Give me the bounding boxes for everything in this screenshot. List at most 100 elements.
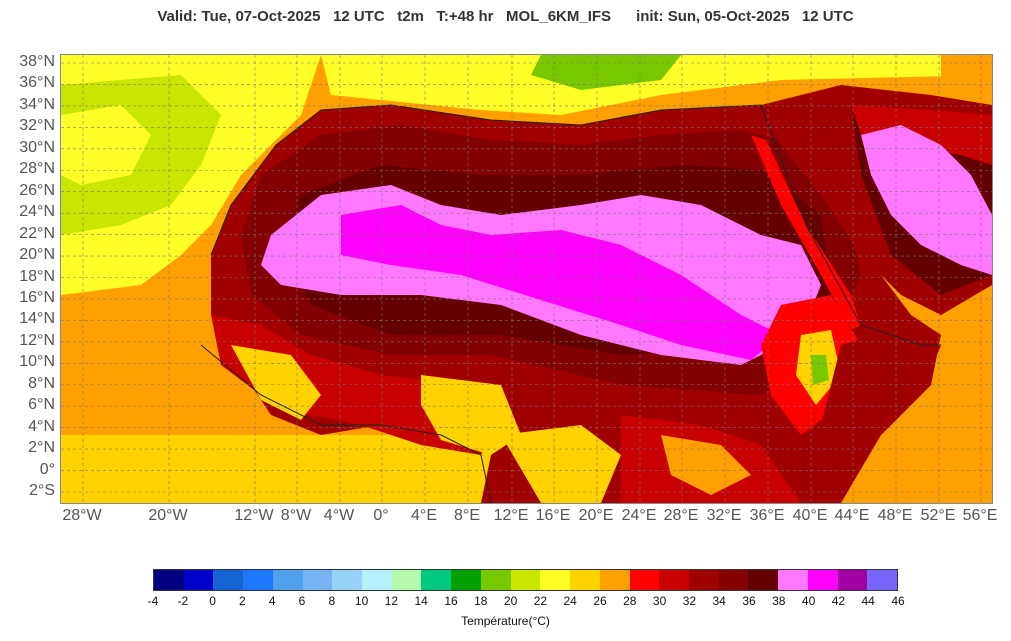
lon-label: 56°E bbox=[962, 507, 998, 524]
lat-label: 26°N bbox=[19, 181, 55, 199]
colorbar-tick-label: 14 bbox=[414, 594, 428, 608]
colorbar-tick-label: 6 bbox=[298, 594, 306, 608]
colorbar-tick-label: 36 bbox=[742, 594, 756, 608]
temperature-colorbar bbox=[153, 569, 898, 591]
lat-label: 20°N bbox=[19, 246, 55, 264]
lon-label: 28°W bbox=[62, 507, 102, 524]
lon-label: 8°E bbox=[454, 507, 480, 524]
colorbar-swatch bbox=[332, 570, 363, 590]
colorbar-swatch bbox=[629, 570, 660, 590]
colorbar-swatch bbox=[451, 570, 481, 590]
colorbar-swatch bbox=[154, 570, 184, 590]
colorbar-tick-label: 0 bbox=[209, 594, 216, 608]
lat-label: 8°N bbox=[28, 374, 55, 392]
colorbar-tick-label: 46 bbox=[891, 594, 905, 608]
lon-label: 52°E bbox=[920, 507, 956, 524]
colorbar-label: Température(°C) bbox=[461, 614, 550, 628]
lat-label: 32°N bbox=[19, 117, 55, 135]
lat-label: 22°N bbox=[19, 224, 55, 242]
colorbar-swatch bbox=[243, 570, 273, 590]
colorbar-swatch bbox=[807, 570, 838, 590]
colorbar-swatch bbox=[688, 570, 719, 590]
lat-label: 10°N bbox=[19, 353, 55, 371]
colorbar-tick-label: 26 bbox=[593, 594, 607, 608]
lon-label: 12°W bbox=[234, 507, 274, 524]
lon-label: 40°E bbox=[792, 507, 828, 524]
colorbar-swatch bbox=[570, 570, 600, 590]
colorbar-swatch bbox=[867, 570, 897, 590]
colorbar-swatch bbox=[183, 570, 214, 590]
temperature-map[interactable] bbox=[60, 54, 993, 504]
colorbar-swatch bbox=[391, 570, 422, 590]
colorbar-swatch bbox=[540, 570, 571, 590]
colorbar-tick-label: 44 bbox=[861, 594, 875, 608]
lat-label: 38°N bbox=[19, 53, 55, 70]
colorbar-swatch bbox=[510, 570, 541, 590]
lat-label: 0° bbox=[39, 460, 55, 478]
colorbar-tick-label: 4 bbox=[268, 594, 276, 608]
lon-label: 20°E bbox=[578, 507, 614, 524]
colorbar-tick-label: 8 bbox=[328, 594, 336, 608]
lat-label: 2°S bbox=[29, 482, 55, 499]
colorbar-swatch bbox=[718, 570, 749, 590]
model-name: MOL_6KM_IFS bbox=[506, 8, 612, 25]
forecast-step: T:+48 hr bbox=[436, 8, 494, 25]
colorbar-swatch bbox=[748, 570, 779, 590]
lon-label: 28°E bbox=[663, 507, 699, 524]
valid-time: Valid: Tue, 07-Oct-2025 12 UTC bbox=[157, 8, 385, 25]
lat-label: 2°N bbox=[28, 439, 55, 457]
colorbar-tick-label: 24 bbox=[563, 594, 577, 608]
colorbar-swatch bbox=[778, 570, 808, 590]
lon-label: 20°W bbox=[148, 507, 188, 524]
lon-label: 24°E bbox=[621, 507, 657, 524]
lat-label: 36°N bbox=[19, 74, 55, 92]
map-title: Valid: Tue, 07-Oct-2025 12 UTC t2m T:+48… bbox=[0, 8, 1011, 25]
colorbar-tick-label: 42 bbox=[831, 594, 846, 608]
lon-label: 16°E bbox=[535, 507, 571, 524]
lat-label: 24°N bbox=[19, 203, 55, 221]
lon-label: 4°W bbox=[323, 507, 355, 524]
colorbar-tick-label: 10 bbox=[354, 594, 369, 608]
colorbar-tick-label: 18 bbox=[474, 594, 488, 608]
colorbar-tick-label: 30 bbox=[652, 594, 667, 608]
colorbar-swatch bbox=[213, 570, 244, 590]
lat-label: 34°N bbox=[19, 95, 55, 113]
colorbar-ticks: -4 -2 0 2 4 6 8 10 12 14 16 18 20 22 24 26 28 30 32 34 36 38 4… bbox=[148, 594, 905, 610]
colorbar-swatch bbox=[659, 570, 689, 590]
colorbar-tick-label: 28 bbox=[623, 594, 637, 608]
lon-label: 0° bbox=[373, 507, 389, 524]
lon-label: 12°E bbox=[493, 507, 529, 524]
lat-label: 6°N bbox=[28, 396, 55, 414]
colorbar-tick-label: 22 bbox=[533, 594, 548, 608]
lat-label: 16°N bbox=[19, 288, 55, 306]
lat-label: 18°N bbox=[19, 267, 55, 285]
colorbar-swatch bbox=[599, 570, 630, 590]
lat-label: 28°N bbox=[19, 160, 55, 178]
init-time: init: Sun, 05-Oct-2025 12 UTC bbox=[636, 8, 854, 25]
colorbar-swatch bbox=[362, 570, 392, 590]
colorbar-tick-label: 40 bbox=[801, 594, 816, 608]
lon-label: 36°E bbox=[749, 507, 785, 524]
lon-label: 44°E bbox=[834, 507, 870, 524]
lon-label: 4°E bbox=[411, 507, 437, 524]
colorbar-tick-label: 38 bbox=[772, 594, 786, 608]
colorbar-tick-label: 32 bbox=[682, 594, 697, 608]
colorbar-tick-label: 2 bbox=[239, 594, 246, 608]
colorbar-swatch bbox=[837, 570, 868, 590]
lon-label: 8°W bbox=[280, 507, 312, 524]
map-graphic bbox=[61, 55, 992, 503]
parameter: t2m bbox=[397, 8, 424, 25]
lon-label: 32°E bbox=[706, 507, 742, 524]
colorbar-swatch bbox=[272, 570, 303, 590]
colorbar-tick-label: 20 bbox=[503, 594, 518, 608]
lon-label: 48°E bbox=[877, 507, 913, 524]
colorbar-tick-label: 12 bbox=[384, 594, 399, 608]
colorbar-swatch bbox=[480, 570, 511, 590]
colorbar-tick-label: 34 bbox=[712, 594, 726, 608]
colorbar-swatch bbox=[302, 570, 333, 590]
colorbar-tick-label: 16 bbox=[444, 594, 458, 608]
lat-label: 12°N bbox=[19, 331, 55, 349]
colorbar-swatch bbox=[421, 570, 452, 590]
lat-label: 14°N bbox=[19, 310, 55, 328]
colorbar-tick-label: -2 bbox=[177, 594, 189, 608]
